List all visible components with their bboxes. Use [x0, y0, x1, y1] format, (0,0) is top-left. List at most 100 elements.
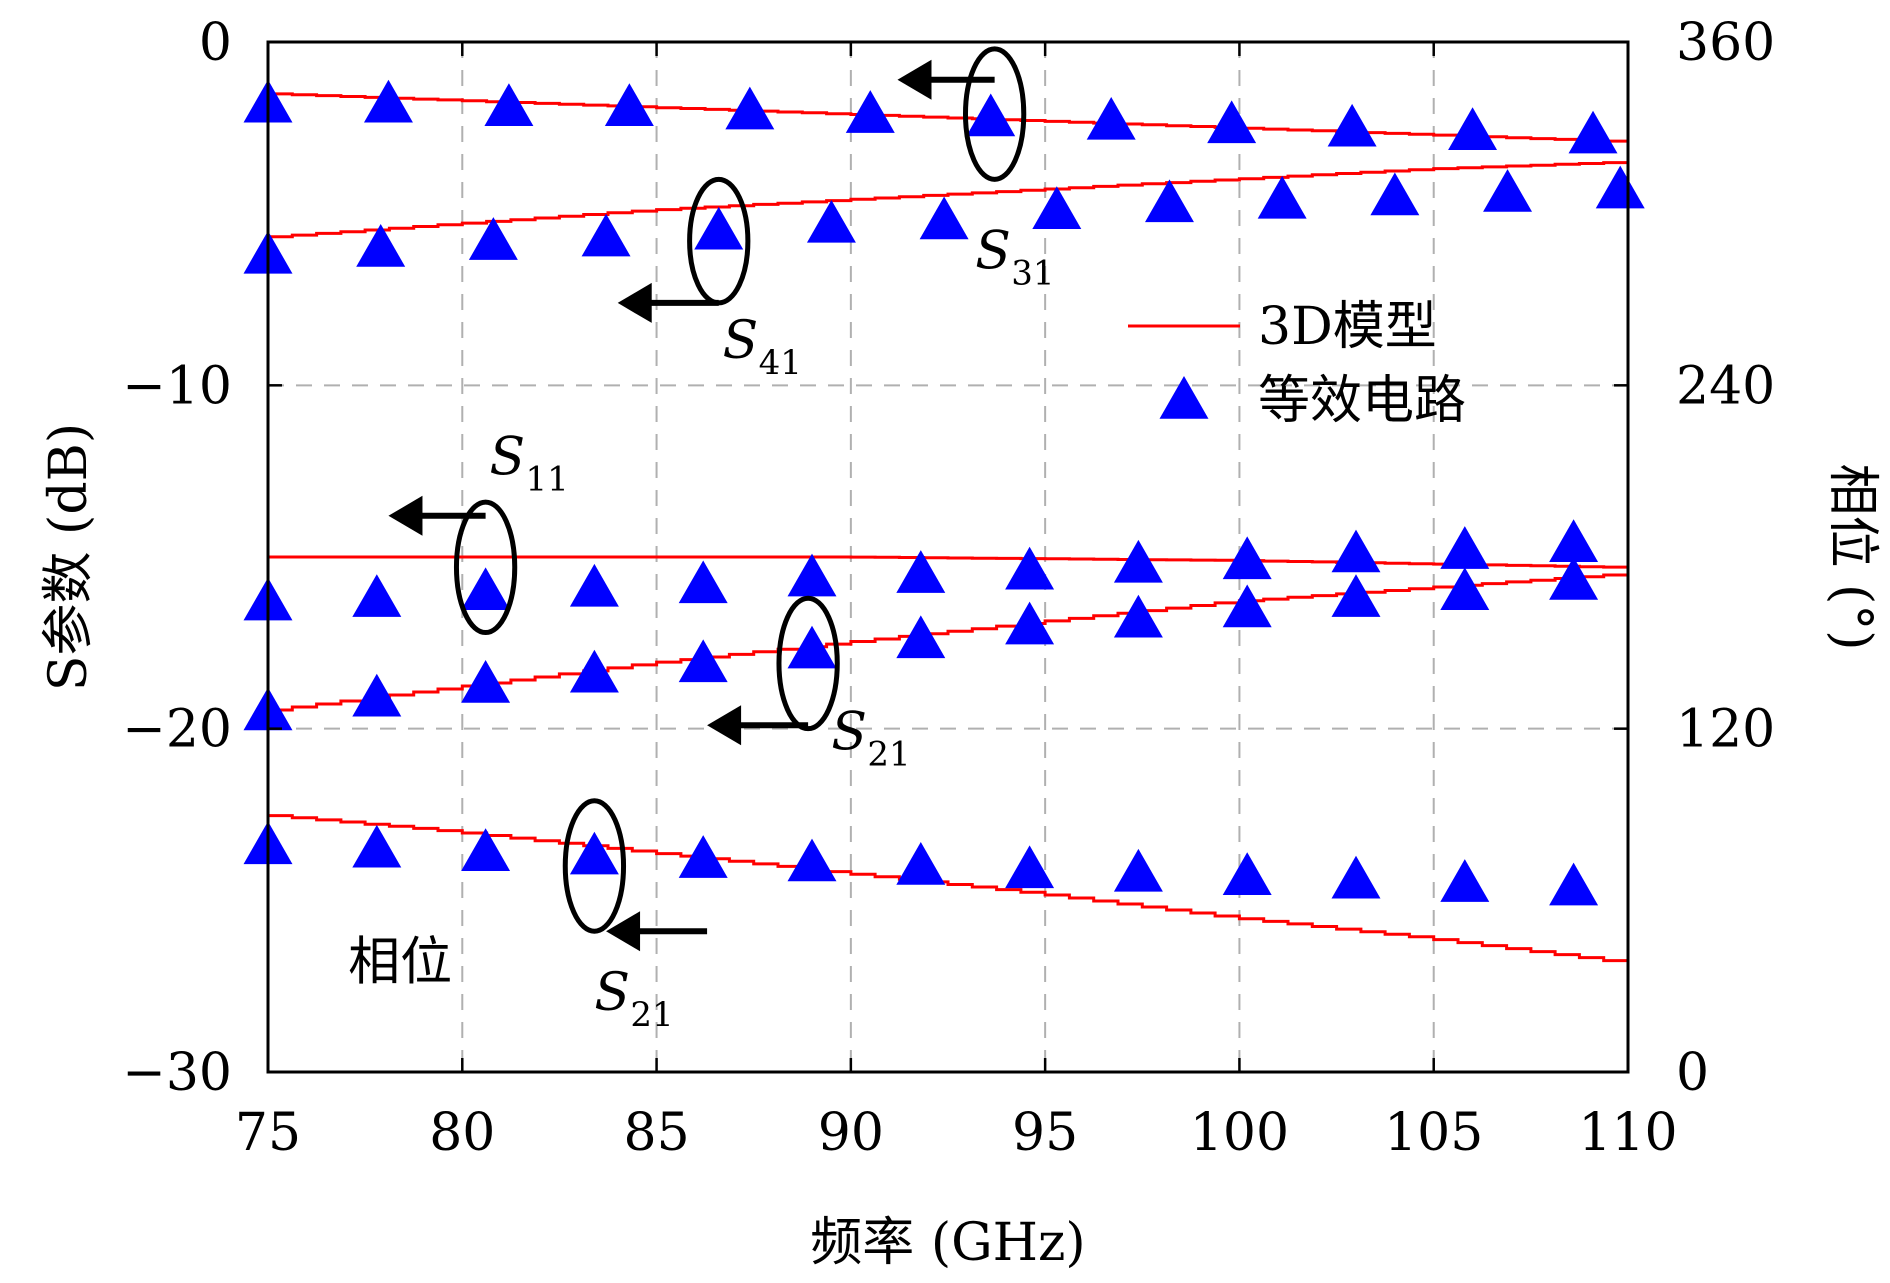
data-point-triangle: [678, 560, 728, 604]
data-point-triangle: [1549, 519, 1599, 562]
y-left-tick-label: −10: [122, 356, 232, 416]
annotation-subscript: 11: [525, 460, 568, 500]
annotation-s-label: S: [975, 222, 1011, 282]
annotation-s-label: S: [723, 311, 759, 371]
annotation-subscript: 41: [759, 343, 802, 383]
series-line-3d-model: [268, 814, 1628, 963]
data-point-triangle: [352, 673, 402, 717]
data-point-triangle: [1005, 845, 1055, 889]
data-point-triangle: [604, 83, 654, 126]
data-point-triangle: [1595, 165, 1645, 209]
annotation-s-label: S: [594, 963, 630, 1023]
data-point-triangle: [1005, 601, 1055, 645]
y-right-tick-label: 0: [1676, 1043, 1709, 1103]
data-point-triangle: [896, 842, 946, 885]
data-point-triangle: [1113, 594, 1163, 638]
annotation-subscript: 21: [630, 995, 673, 1035]
annotation-subscript: 31: [1011, 254, 1054, 294]
data-point-triangle: [569, 831, 619, 875]
annotation-ellipse: [776, 595, 840, 732]
data-point-triangle: [363, 79, 413, 123]
data-point-triangle: [352, 574, 402, 617]
data-point-triangle: [484, 83, 534, 126]
data-point-triangle: [1440, 567, 1490, 611]
data-point-triangle: [694, 206, 744, 250]
data-point-triangle: [787, 553, 837, 597]
annotation-arrow-head: [388, 495, 423, 536]
data-point-triangle: [1448, 107, 1498, 150]
data-point-triangle: [1113, 848, 1163, 892]
data-point-triangle: [1222, 536, 1272, 580]
plot-frame: [266, 40, 1630, 1074]
data-point-triangle: [1257, 175, 1307, 219]
data-point-triangle: [1370, 172, 1420, 216]
legend-triangle-swatch: [1159, 376, 1209, 419]
y-right-tick-label: 360: [1676, 13, 1775, 73]
annotation-arrow-head: [897, 59, 932, 100]
data-point-triangle: [1483, 169, 1533, 212]
data-point-triangle: [461, 567, 511, 611]
data-point-triangle: [1331, 574, 1381, 617]
data-point-triangle: [1331, 855, 1381, 899]
x-tick-label: 95: [1012, 1103, 1078, 1163]
y-right-tick-label: 120: [1676, 700, 1775, 760]
data-point-triangle: [1222, 584, 1272, 628]
data-point-triangle: [678, 639, 728, 683]
x-tick-label: 80: [429, 1103, 495, 1163]
y-axis-left-label: S参数 (dB): [39, 423, 99, 691]
x-tick-label: 110: [1578, 1103, 1677, 1163]
series-line-3d-model: [268, 92, 1628, 143]
annotation-s-label: S: [489, 428, 525, 488]
data-point-triangle: [966, 93, 1016, 137]
data-point-triangle: [806, 199, 856, 243]
annotation-arrow-head: [617, 282, 652, 323]
data-point-triangle: [1113, 539, 1163, 583]
y-left-tick-label: 0: [199, 13, 232, 73]
data-point-triangle: [1207, 100, 1257, 144]
data-point-triangle: [356, 224, 406, 267]
data-point-triangle: [352, 824, 402, 868]
data-point-triangle: [1440, 859, 1490, 902]
data-point-triangle: [896, 615, 946, 659]
data-point-triangle: [678, 835, 728, 878]
x-tick-label: 85: [623, 1103, 689, 1163]
data-point-triangle: [461, 660, 511, 703]
data-point-triangle: [468, 217, 518, 260]
legend-label-equivalent-circuit: 等效电路: [1258, 371, 1466, 431]
x-tick-label: 90: [818, 1103, 884, 1163]
x-tick-label: 100: [1190, 1103, 1289, 1163]
y-axis-right-label: 相位 (°): [1822, 463, 1882, 650]
data-point-triangle: [1568, 110, 1618, 154]
data-point-triangle: [896, 550, 946, 593]
data-point-triangle: [845, 90, 895, 133]
data-point-triangle: [787, 625, 837, 669]
data-point-triangle: [1032, 186, 1082, 229]
legend-label-3d-model: 3D模型: [1258, 297, 1437, 357]
annotation-ellipse: [453, 499, 518, 636]
y-left-tick-label: −30: [122, 1043, 232, 1103]
annotation-ellipse: [562, 798, 627, 934]
data-point-triangle: [461, 828, 511, 871]
y-right-tick-label: 240: [1676, 356, 1775, 416]
annotation-arrow-head: [707, 705, 742, 746]
y-left-tick-label: −20: [122, 700, 232, 760]
data-point-triangle: [787, 838, 837, 882]
annotation-s-label: S: [831, 702, 867, 762]
data-point-triangle: [919, 196, 969, 240]
data-point-triangle: [1327, 103, 1377, 147]
data-point-triangle: [1086, 96, 1136, 140]
data-point-triangle: [1145, 179, 1194, 223]
data-point-triangle: [569, 649, 619, 693]
annotation-arrow-head: [606, 911, 641, 952]
annotation-subscript: 21: [867, 734, 910, 774]
data-point-triangle: [1222, 852, 1272, 896]
data-point-triangle: [1005, 546, 1055, 590]
series-line-3d-model: [268, 161, 1628, 239]
legend: 3D模型 等效电路: [1128, 297, 1466, 431]
x-axis-label: 频率 (GHz): [810, 1213, 1085, 1273]
x-tick-label: 105: [1384, 1103, 1483, 1163]
data-point-triangle: [1331, 529, 1381, 573]
data-point-triangle: [569, 563, 619, 607]
series-line-3d-model: [268, 555, 1628, 569]
